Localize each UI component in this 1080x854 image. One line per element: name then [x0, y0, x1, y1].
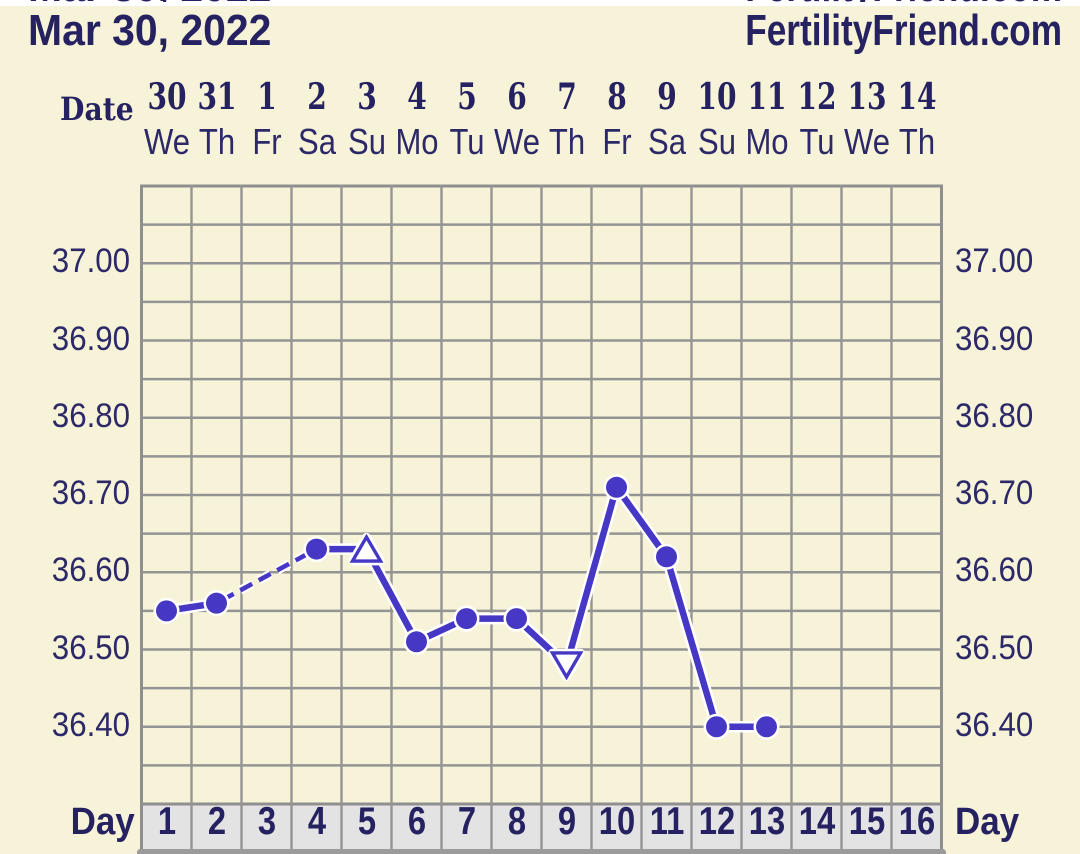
chart-date-title: Mar 30, 2022 [28, 6, 272, 55]
date-number-3: 1 [256, 76, 277, 118]
date-number-5: 3 [356, 76, 377, 118]
cycle-day-number-9: 9 [557, 800, 576, 843]
weekday-1: We [143, 121, 190, 162]
cycle-day-number-2: 2 [207, 800, 226, 843]
temp-tick-right-36.40: 36.40 [955, 705, 1034, 744]
weekday-6: Mo [394, 121, 439, 162]
weekday-14: Tu [798, 121, 835, 162]
temp-tick-right-36.90: 36.90 [955, 319, 1034, 358]
weekday-12: Su [697, 121, 736, 162]
temp-dot-day6 [406, 631, 427, 653]
temp-tick-left-36.50: 36.50 [51, 628, 130, 667]
date-number-9: 7 [556, 76, 577, 118]
cropped-header-strip: Mar 30, 2022 FertilityFriend.com [0, 0, 1080, 6]
weekday-11: Sa [647, 121, 686, 162]
day-row-label-right: Day [955, 801, 1020, 843]
weekday-8: We [493, 121, 540, 162]
temp-dot-day8 [506, 608, 527, 630]
temp-triangle-up-day5 [349, 533, 384, 563]
cycle-day-number-13: 13 [748, 800, 785, 843]
temp-line-day4-13 [313, 484, 770, 730]
temp-dot-day2 [206, 592, 227, 614]
weekday-7: Tu [448, 121, 485, 162]
temp-dot-day13 [756, 716, 777, 738]
cycle-day-number-7: 7 [457, 800, 476, 843]
temp-dot-day10 [606, 476, 627, 498]
date-number-10: 8 [606, 76, 627, 118]
date-number-1: 30 [146, 76, 187, 118]
weekday-5: Su [347, 121, 386, 162]
weekday-10: Fr [601, 121, 632, 162]
day-row-label-left: Day [70, 801, 135, 843]
temp-dot-day1 [156, 600, 177, 622]
temp-dot-day4 [306, 538, 327, 560]
date-number-15: 13 [846, 76, 887, 118]
cycle-day-number-6: 6 [407, 800, 426, 843]
cycle-day-number-5: 5 [357, 800, 376, 843]
weekday-4: Sa [297, 121, 336, 162]
temp-tick-right-36.50: 36.50 [955, 628, 1034, 667]
temp-tick-right-36.60: 36.60 [955, 551, 1034, 590]
weekday-3: Fr [251, 121, 282, 162]
temp-triangle-down-day9 [549, 651, 584, 681]
cycle-day-number-16: 16 [898, 800, 935, 843]
date-number-12: 10 [696, 76, 737, 118]
date-number-14: 12 [796, 76, 837, 118]
cycle-day-number-11: 11 [649, 800, 684, 843]
date-number-2: 31 [196, 76, 237, 118]
weekday-16: Th [898, 121, 935, 162]
temp-tick-right-36.70: 36.70 [955, 474, 1034, 512]
date-number-13: 11 [746, 76, 787, 118]
date-number-8: 6 [506, 76, 527, 118]
brand-logo-text: FertilityFriend.com [745, 6, 1062, 55]
temp-dot-day12 [706, 716, 727, 738]
temp-tick-left-36.40: 36.40 [51, 705, 130, 744]
cycle-day-number-12: 12 [698, 800, 735, 843]
cycle-day-number-14: 14 [798, 800, 835, 843]
temp-tick-left-36.60: 36.60 [51, 551, 130, 590]
cropped-title-sliver: Mar 30, 2022 [28, 0, 271, 2]
day-row-bottom-strip [137, 850, 946, 854]
temp-tick-left-36.90: 36.90 [51, 319, 130, 358]
cropped-header-clip: Mar 30, 2022 FertilityFriend.com [0, 0, 1080, 2]
date-number-4: 2 [306, 76, 327, 118]
weekday-9: Th [548, 121, 585, 162]
date-row-label: Date [60, 90, 134, 128]
temp-tick-left-36.70: 36.70 [51, 474, 130, 512]
weekday-15: We [843, 121, 890, 162]
temp-dot-day7 [456, 608, 477, 630]
temp-dot-day11 [656, 546, 677, 568]
temp-tick-left-36.80: 36.80 [51, 396, 130, 435]
weekday-2: Th [198, 121, 235, 162]
date-number-6: 4 [406, 76, 427, 118]
cycle-day-number-4: 4 [307, 800, 326, 843]
temp-tick-right-37.00: 37.00 [955, 242, 1034, 281]
cycle-day-number-8: 8 [507, 800, 526, 843]
cycle-day-number-15: 15 [848, 800, 885, 843]
temp-tick-right-36.80: 36.80 [955, 396, 1034, 435]
weekday-13: Mo [744, 121, 789, 162]
date-number-11: 9 [656, 76, 677, 118]
temp-tick-left-37.00: 37.00 [51, 242, 130, 281]
date-number-16: 14 [896, 76, 937, 118]
cycle-day-number-10: 10 [598, 800, 635, 843]
temp-line-dashed-day2-4 [215, 547, 318, 606]
cropped-brand-sliver: FertilityFriend.com [745, 0, 1062, 2]
date-number-7: 5 [456, 76, 477, 118]
cycle-day-number-3: 3 [257, 800, 276, 843]
cycle-day-number-1: 1 [157, 800, 176, 843]
